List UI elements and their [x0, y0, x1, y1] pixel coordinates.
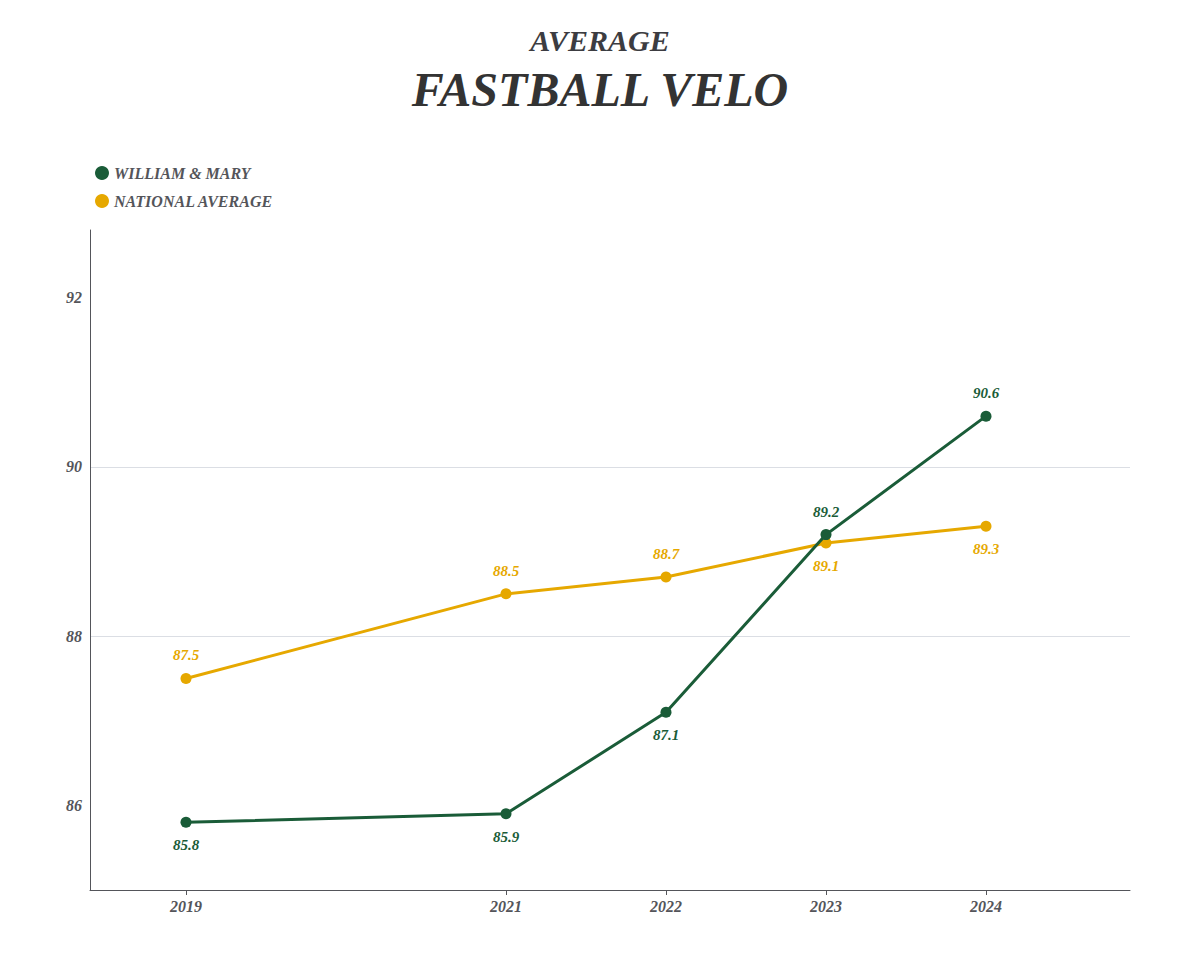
- svg-text:85.9: 85.9: [493, 829, 520, 845]
- svg-text:89.2: 89.2: [813, 504, 840, 520]
- svg-text:92: 92: [66, 289, 82, 306]
- svg-text:2023: 2023: [809, 898, 842, 915]
- svg-text:2019: 2019: [169, 898, 202, 915]
- svg-text:88: 88: [66, 628, 82, 645]
- svg-text:89.3: 89.3: [973, 541, 1000, 557]
- svg-text:WILLIAM & MARY: WILLIAM & MARY: [114, 165, 252, 182]
- svg-text:FASTBALL VELO: FASTBALL VELO: [411, 63, 789, 116]
- svg-text:AVERAGE: AVERAGE: [528, 24, 670, 57]
- svg-text:88.5: 88.5: [493, 563, 520, 579]
- svg-text:86: 86: [66, 797, 82, 814]
- svg-text:88.7: 88.7: [653, 546, 680, 562]
- svg-text:90.6: 90.6: [973, 385, 1000, 401]
- svg-text:90: 90: [66, 458, 82, 475]
- svg-text:87.1: 87.1: [653, 727, 679, 743]
- svg-text:87.5: 87.5: [173, 647, 200, 663]
- svg-text:2024: 2024: [969, 898, 1002, 915]
- svg-text:85.8: 85.8: [173, 837, 200, 853]
- svg-text:89.1: 89.1: [813, 558, 839, 574]
- svg-text:2022: 2022: [649, 898, 682, 915]
- svg-text:NATIONAL AVERAGE: NATIONAL AVERAGE: [113, 193, 272, 210]
- svg-text:2021: 2021: [489, 898, 522, 915]
